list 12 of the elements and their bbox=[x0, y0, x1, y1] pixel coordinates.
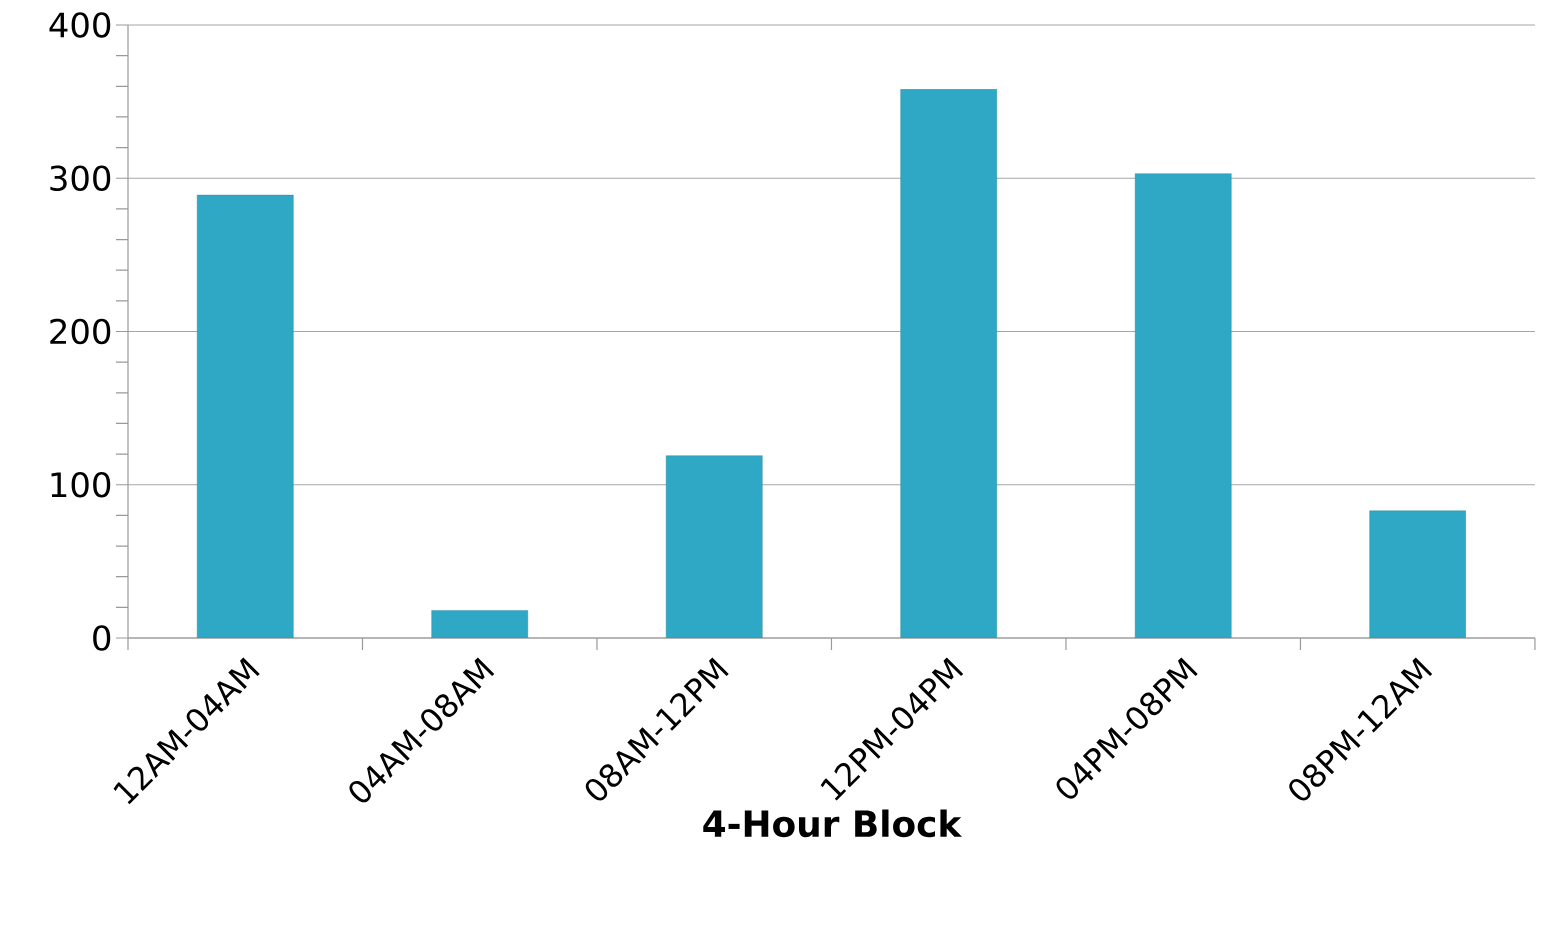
y-tick-label: 200 bbox=[50, 318, 111, 345]
y-tick-label: 300 bbox=[50, 165, 111, 192]
y-tick-label: 0 bbox=[93, 625, 111, 651]
bar bbox=[900, 89, 997, 638]
bar bbox=[1134, 173, 1232, 638]
bar bbox=[1369, 510, 1466, 638]
y-tick-label: 400 bbox=[49, 12, 111, 38]
bar bbox=[196, 194, 294, 638]
bar bbox=[665, 455, 763, 638]
bar bbox=[431, 610, 528, 638]
y-tick-label: 100 bbox=[51, 471, 111, 498]
x-axis-title: 4-Hour Block bbox=[703, 809, 962, 838]
